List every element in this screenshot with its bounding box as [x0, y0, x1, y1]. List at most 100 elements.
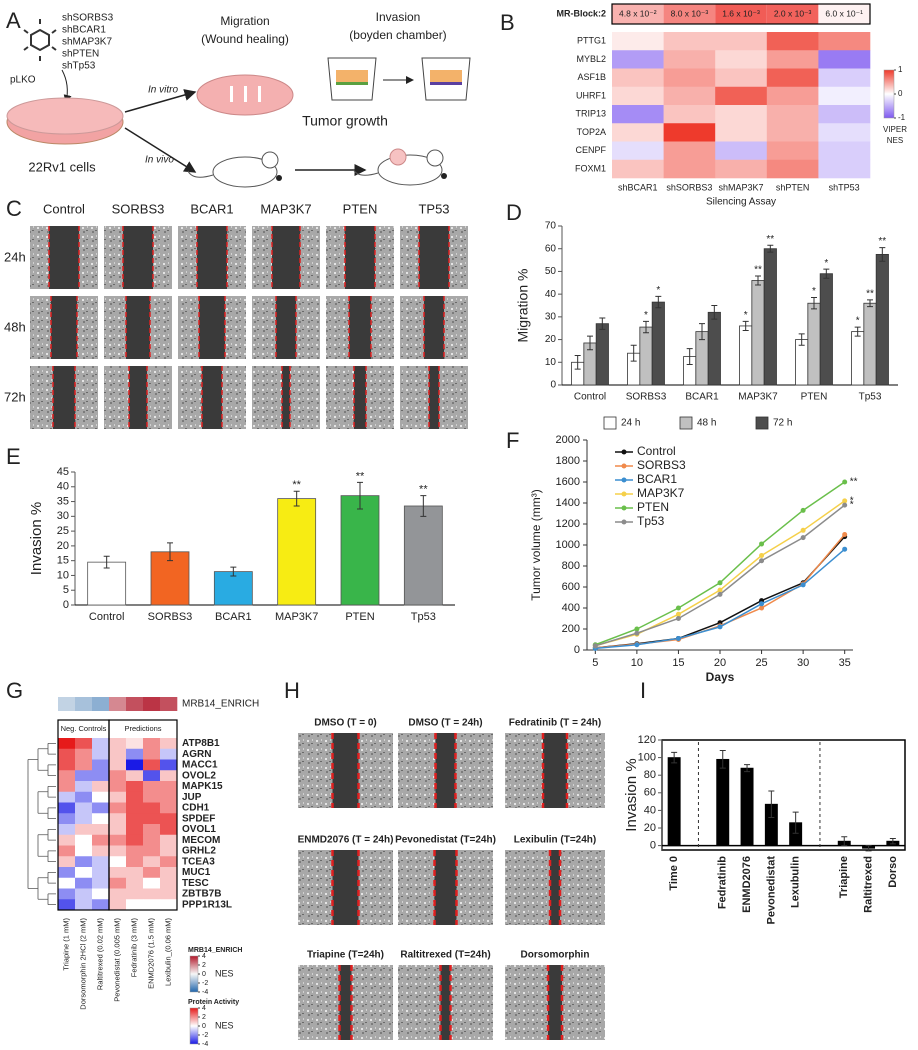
image-title: Triapine (T=24h): [307, 950, 384, 961]
column-header: Control: [43, 201, 85, 216]
y-tick-label: 20: [644, 822, 656, 834]
row-label: ZBTB7B: [182, 889, 221, 900]
heatmap-cell: [715, 141, 768, 161]
y-tick-label: 60: [644, 787, 656, 799]
heatmap-cell: [58, 845, 76, 857]
heatmap-cell: [75, 899, 93, 911]
colorbar-label: NES: [215, 1020, 234, 1030]
arrow: [124, 127, 197, 173]
heatmap-cell: [109, 781, 127, 793]
block-label: MR-Block:2: [556, 8, 606, 18]
y-tick-label: 35: [57, 495, 69, 507]
column-label: Raltitrexed (0.02 mM): [95, 918, 104, 991]
legend-label: PTEN: [637, 500, 669, 514]
annotation-cell: [75, 697, 93, 711]
panel-letter: B: [500, 10, 515, 35]
legend-swatch: [755, 416, 769, 430]
error-bar: [865, 845, 872, 852]
heatmap-cell: [160, 888, 178, 900]
row-label: PTTG1: [577, 36, 606, 46]
wound-gap: [434, 850, 457, 925]
wound-gap: [199, 296, 225, 359]
x-tick-label: MAP3K7: [738, 392, 778, 403]
x-tick-label: 20: [714, 657, 726, 669]
x-tick-label: PTEN: [345, 611, 374, 623]
significance: **: [292, 479, 301, 491]
cells-label: 22Rv1 cells: [28, 159, 96, 174]
error-bar: [630, 344, 637, 362]
heatmap-cell: [92, 748, 110, 760]
bar: [651, 301, 665, 386]
in-vivo-label: In vivo: [145, 155, 174, 166]
heatmap-cell: [818, 68, 871, 88]
legend-label: Tp53: [637, 514, 665, 528]
y-tick-label: 50: [545, 266, 557, 277]
heatmap-cell: [92, 877, 110, 889]
x-tick-label: Lexubulin: [790, 856, 802, 908]
heatmap-cell: [58, 770, 76, 782]
column-label: Pevonedistat (0.005 mM): [112, 918, 121, 1002]
row-label: SPDEF: [182, 813, 215, 824]
annotation-cell: [58, 697, 76, 711]
y-tick-label: 10: [545, 357, 557, 368]
error-bar: [768, 790, 775, 818]
column-label: shTP53: [829, 182, 860, 192]
chamber-medium: [336, 70, 368, 82]
heatmap-cell: [92, 738, 110, 750]
heatmap-cell: [109, 877, 127, 889]
heatmap-cell: [818, 32, 871, 51]
heatmap-cell: [58, 888, 76, 900]
row-label: CENPF: [575, 145, 606, 155]
wound-gap: [272, 226, 300, 289]
significance: *: [856, 316, 860, 327]
heatmap-cell: [612, 68, 664, 88]
row-label: 48h: [4, 319, 26, 334]
heatmap-cell: [58, 834, 76, 846]
significance: *: [850, 496, 854, 507]
wound-gap: [276, 296, 296, 359]
mouse-tail: [187, 170, 214, 178]
wound-gap: [345, 226, 375, 289]
row-label: ASF1B: [577, 72, 606, 82]
y-tick-label: 20: [57, 540, 69, 552]
pvalue-cell: [612, 4, 664, 24]
row-label: AGRN: [182, 749, 211, 760]
y-tick-label: 1400: [556, 497, 580, 509]
heatmap-cell: [818, 86, 871, 106]
error-bar: [103, 555, 110, 569]
significance: *: [744, 310, 748, 321]
point: [675, 605, 681, 611]
significance: **: [356, 470, 365, 482]
heatmap-cell: [92, 834, 110, 846]
heatmap-cell: [766, 141, 819, 161]
pvalue-label: 8.0 x 10⁻³: [671, 8, 709, 18]
heatmap-cell: [143, 813, 161, 825]
colorbar-tick-label: 2: [202, 962, 206, 969]
x-tick-label: Triapine: [838, 856, 850, 898]
bar: [340, 495, 380, 606]
colorbar: [189, 1007, 199, 1045]
wound-gap: [53, 366, 75, 429]
x-axis-title: Days: [706, 670, 735, 684]
heatmap-cell: [160, 824, 178, 836]
wound-gap: [49, 226, 79, 289]
colorbar-title: MRB14_ENRICH: [188, 947, 242, 954]
colorbar-tick-label: -2: [202, 1032, 208, 1039]
wound-gap: [282, 366, 290, 429]
chamber-medium: [430, 70, 462, 82]
colorbar-tick-label: 2: [202, 1014, 206, 1021]
image-title: Raltitrexed (T=24h): [400, 950, 490, 961]
heatmap-cell: [126, 877, 144, 889]
heatmap-cell: [143, 802, 161, 814]
heatmap-cell: [143, 867, 161, 879]
wound-gap: [332, 850, 359, 925]
y-tick-label: 100: [638, 752, 656, 764]
point: [800, 535, 806, 541]
row-label: MAPK15: [182, 781, 223, 792]
tumor-growth-label: Tumor growth: [302, 113, 388, 129]
row-label: MACC1: [182, 760, 218, 771]
image-title: Pevonedistat (T=24h): [395, 835, 496, 846]
pvalue-label: 2.0 x 10⁻³: [774, 8, 812, 18]
x-tick-label: 10: [631, 657, 643, 669]
significance: *: [644, 310, 648, 321]
